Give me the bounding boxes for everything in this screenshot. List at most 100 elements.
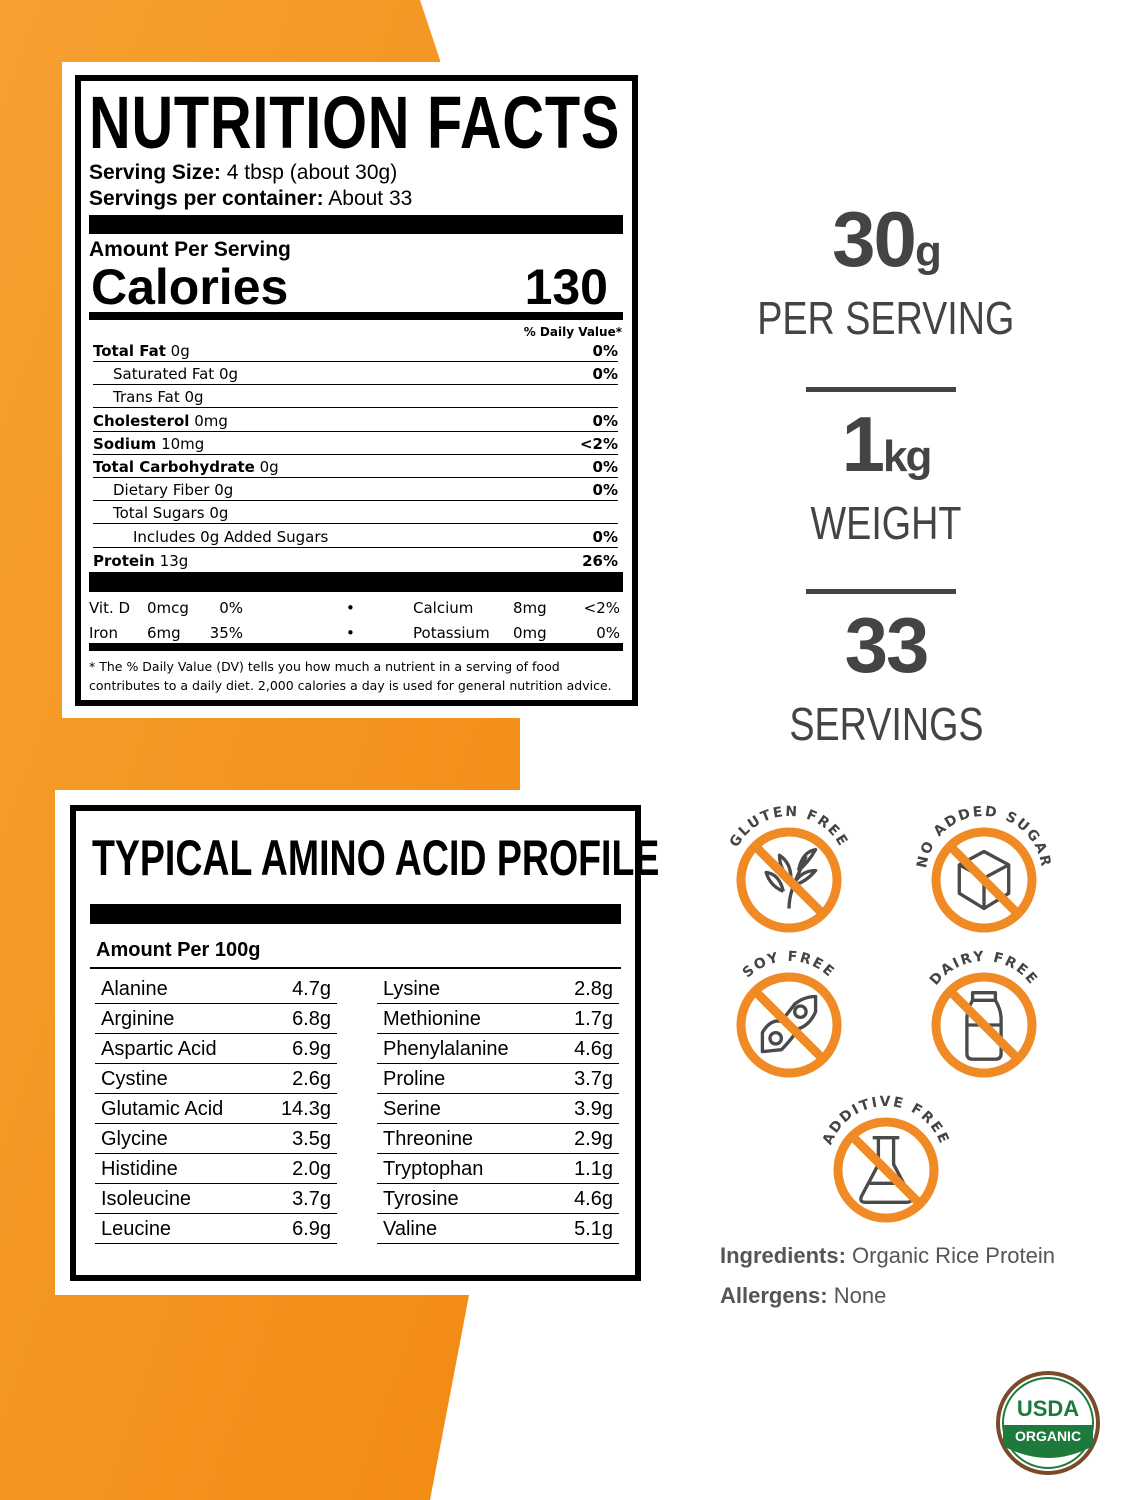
bullet: • — [346, 599, 355, 617]
mineral-name2: Potassium — [413, 624, 490, 642]
badge-no-added-sugar: NO ADDED SUGAR — [914, 804, 1054, 933]
stat-servings: 33 SERVINGS — [700, 606, 1072, 747]
amino-value: 4.6g — [574, 1038, 613, 1060]
amino-name: Phenylalanine — [383, 1038, 509, 1060]
allergens: Allergens: None — [720, 1283, 887, 1308]
amino-value: 6.8g — [292, 1008, 331, 1030]
amino-value: 3.9g — [574, 1098, 613, 1120]
amino-acid-profile: TYPICAL AMINO ACID PROFILE Amount Per 10… — [70, 805, 659, 1281]
mineral-name: Iron — [89, 624, 118, 642]
amino-row: Isoleucine 3.7g — [95, 1184, 337, 1214]
nutrient-name: Total Fat 0g — [93, 342, 190, 360]
amino-row: Glutamic Acid 14.3g — [95, 1094, 337, 1124]
amino-value: 6.9g — [292, 1038, 331, 1060]
amino-value: 14.3g — [280, 1098, 331, 1120]
amino-name: Glutamic Acid — [101, 1098, 224, 1120]
amino-value: 4.6g — [574, 1188, 613, 1210]
nutrient-row: Trans Fat 0g — [93, 385, 618, 409]
nutrient-row: Saturated Fat 0g 0% — [93, 362, 618, 386]
badge-additive-free: ADDITIVE FREE — [820, 1094, 950, 1223]
amino-value: 5.1g — [574, 1218, 613, 1240]
amino-value: 3.7g — [574, 1068, 613, 1090]
servings-per-container: Servings per container: About 33 — [89, 187, 413, 210]
amino-name: Lysine — [383, 978, 441, 1000]
mineral-amount2: 8mg — [513, 599, 547, 617]
serving-size: Serving Size: 4 tbsp (about 30g) — [89, 161, 398, 184]
amino-title: TYPICAL AMINO ACID PROFILE — [92, 830, 660, 886]
daily-value-header: % Daily Value* — [523, 325, 622, 339]
usda-organic-seal: USDA ORGANIC — [996, 1371, 1100, 1475]
amino-name: Methionine — [383, 1008, 481, 1030]
amino-name: Leucine — [101, 1218, 172, 1240]
nutrient-name: Total Sugars 0g — [113, 504, 229, 523]
amino-value: 2.8g — [574, 978, 613, 1000]
nutrient-row: Includes 0g Added Sugars 0% — [93, 525, 618, 548]
stat-weight: 1kg WEIGHT — [700, 405, 1072, 546]
mineral-amount2: 0mg — [513, 624, 547, 642]
amino-value: 3.5g — [292, 1128, 331, 1150]
amino-name: Histidine — [101, 1158, 178, 1180]
mineral-dv2: 0% — [596, 624, 620, 642]
amino-row: Arginine 6.8g — [95, 1004, 337, 1034]
amino-row: Tyrosine 4.6g — [377, 1184, 619, 1214]
stat-value: 30 — [832, 195, 917, 283]
nutrient-name: Includes 0g Added Sugars — [133, 527, 329, 546]
badge-soy-free: SOY FREE — [736, 949, 842, 1078]
mineral-name: Vit. D — [89, 599, 131, 617]
ingredients: Ingredients: Organic Rice Protein — [720, 1243, 1056, 1268]
nutrient-dv: 0% — [592, 365, 618, 384]
badge-gluten-free: GLUTEN FREE — [727, 804, 849, 933]
nutrient-dv: <2% — [579, 434, 618, 453]
amino-value: 4.7g — [292, 978, 331, 1000]
amount-per-serving: Amount Per Serving — [89, 238, 291, 261]
stat-label: SERVINGS — [788, 698, 984, 750]
amino-name: Aspartic Acid — [101, 1038, 217, 1060]
amino-row: Histidine 2.0g — [95, 1154, 337, 1184]
nutrient-dv: 0% — [592, 411, 618, 430]
stat-divider — [806, 387, 956, 392]
amino-name: Tryptophan — [383, 1158, 484, 1180]
amino-row: Threonine 2.9g — [377, 1124, 619, 1154]
amino-name: Threonine — [383, 1128, 474, 1150]
nutrient-name: Cholesterol 0mg — [93, 411, 228, 430]
nutrient-row: Total Carbohydrate 0g 0% — [93, 455, 618, 478]
nutrition-title: NUTRITION FACTS — [89, 81, 621, 164]
amino-value: 1.7g — [574, 1008, 613, 1030]
amino-row: Methionine 1.7g — [377, 1004, 619, 1034]
amino-name: Tyrosine — [383, 1188, 459, 1210]
nutrient-name: Total Carbohydrate 0g — [93, 458, 279, 476]
nutrient-row: Total Fat 0g 0% — [93, 339, 618, 362]
svg-text:NO ADDED SUGAR: NO ADDED SUGAR — [914, 804, 1054, 870]
amino-name: Alanine — [101, 978, 168, 1000]
amino-name: Proline — [383, 1068, 446, 1090]
stat-unit: kg — [883, 432, 932, 481]
medium-divider — [89, 312, 623, 320]
stat-label: PER SERVING — [757, 292, 1015, 344]
divider — [90, 967, 621, 969]
badge-dairy-free: DAIRY FREE — [927, 949, 1041, 1078]
mineral-amount: 0mcg — [147, 599, 189, 617]
svg-text:USDA: USDA — [1017, 1396, 1079, 1421]
amino-subtitle: Amount Per 100g — [96, 939, 261, 961]
amino-name: Valine — [383, 1218, 438, 1240]
amino-row: Proline 3.7g — [377, 1064, 619, 1094]
mineral-amount: 6mg — [147, 624, 181, 642]
amino-row: Aspartic Acid 6.9g — [95, 1034, 337, 1064]
medium-divider — [89, 643, 623, 651]
amino-name: Serine — [383, 1098, 441, 1120]
nutrient-dv: 26% — [582, 551, 618, 570]
amino-row: Phenylalanine 4.6g — [377, 1034, 619, 1064]
mineral-name2: Calcium — [413, 599, 474, 617]
amino-row: Glycine 3.5g — [95, 1124, 337, 1154]
amino-row: Lysine 2.8g — [377, 974, 619, 1004]
mineral-dv: 0% — [219, 599, 243, 617]
amino-value: 3.7g — [292, 1188, 331, 1210]
amino-name: Cystine — [101, 1068, 168, 1090]
nutrient-row: Dietary Fiber 0g 0% — [93, 478, 618, 502]
amino-value: 2.6g — [292, 1068, 331, 1090]
footnote: * The % Daily Value (DV) tells you how m… — [89, 659, 612, 693]
svg-text:DAIRY FREE: DAIRY FREE — [927, 949, 1041, 989]
nutrition-facts-label: NUTRITION FACTS Serving Size: 4 tbsp (ab… — [75, 75, 638, 706]
nutrient-name: Trans Fat 0g — [113, 388, 204, 407]
calories-value: 130 — [524, 259, 608, 315]
